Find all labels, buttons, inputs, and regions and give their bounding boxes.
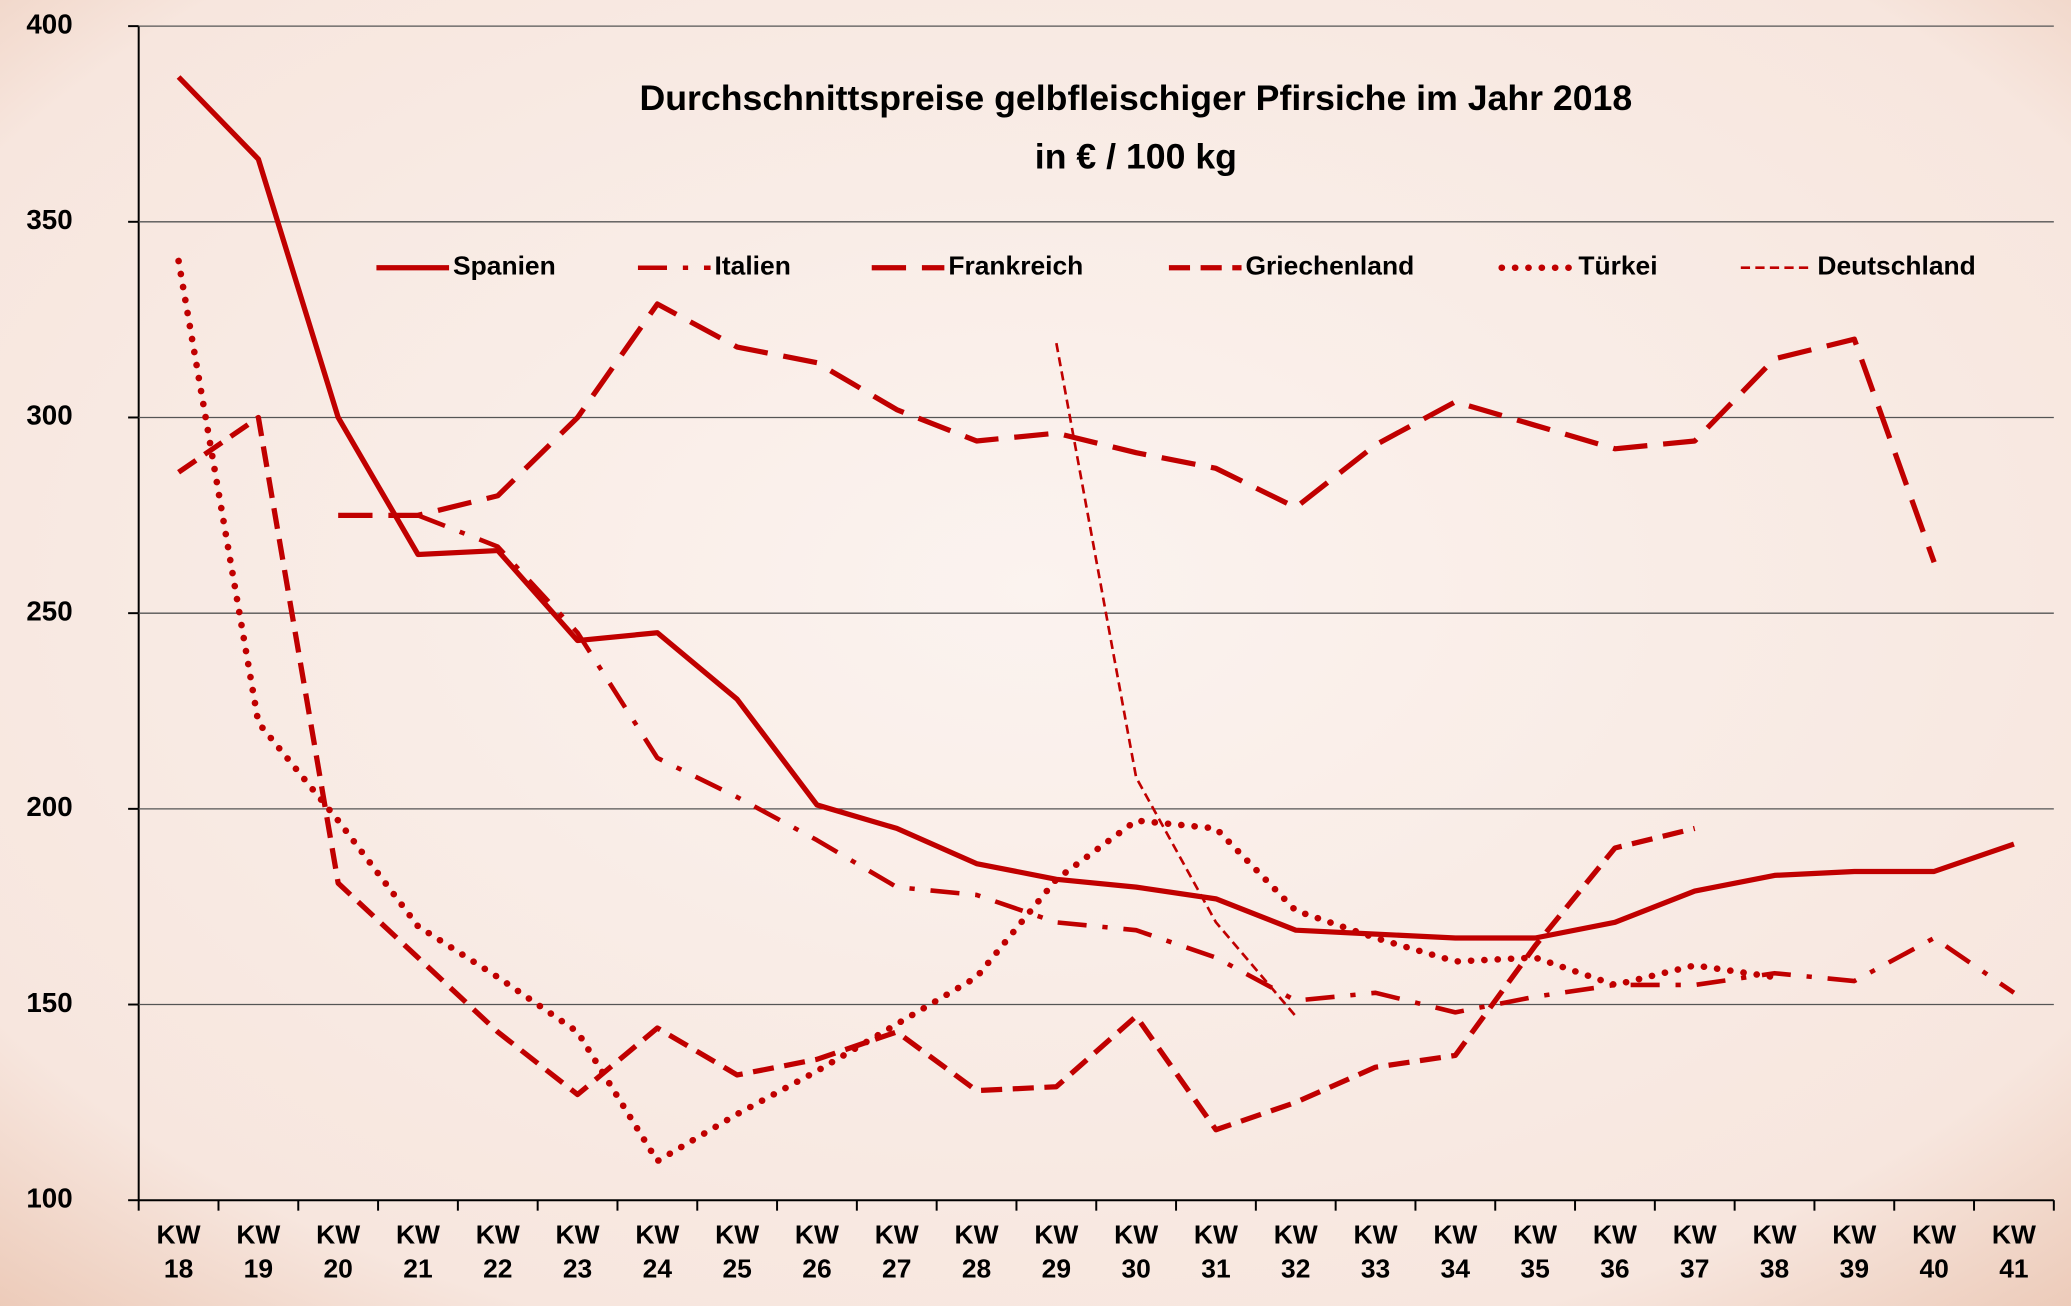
x-tick-label: KW 26 xyxy=(791,1218,844,1286)
legend-label: Deutschland xyxy=(1817,251,1975,281)
x-tick-label-box: KW 18 xyxy=(139,1218,218,1296)
x-tick-label: KW 32 xyxy=(1269,1218,1322,1286)
x-tick-label: KW 27 xyxy=(870,1218,923,1286)
x-tick-label: KW 39 xyxy=(1828,1218,1881,1286)
x-tick-label: KW 38 xyxy=(1748,1218,1801,1286)
chart: Durchschnittspreise gelbfleischiger Pfir… xyxy=(0,0,2071,1306)
x-tick-label: KW 33 xyxy=(1349,1218,1402,1286)
x-tick-label-box: KW 39 xyxy=(1815,1218,1894,1296)
x-tick-label-box: KW 22 xyxy=(458,1218,537,1296)
y-tick-label: 400 xyxy=(26,9,72,40)
x-tick-label-box: KW 37 xyxy=(1655,1218,1734,1296)
x-tick-label: KW 29 xyxy=(1030,1218,1083,1286)
x-tick-label: KW 41 xyxy=(1988,1218,2041,1286)
legend-label: Italien xyxy=(715,251,791,281)
legend-label: Griechenland xyxy=(1246,251,1415,281)
y-tick-label: 150 xyxy=(26,987,72,1018)
x-tick-label: KW 34 xyxy=(1429,1218,1482,1286)
y-tick-label: 200 xyxy=(26,791,72,822)
x-tick-label-box: KW 41 xyxy=(1974,1218,2053,1296)
y-tick-label: 100 xyxy=(26,1183,72,1214)
x-tick-label: KW 20 xyxy=(312,1218,365,1286)
x-tick-label-box: KW 36 xyxy=(1575,1218,1654,1296)
y-tick-label: 250 xyxy=(26,596,72,627)
background xyxy=(0,0,2071,1306)
x-tick-label: KW 21 xyxy=(392,1218,445,1286)
x-tick-label: KW 35 xyxy=(1509,1218,1562,1286)
x-tick-label: KW 30 xyxy=(1110,1218,1163,1286)
x-tick-label-box: KW 24 xyxy=(618,1218,697,1296)
x-tick-label-box: KW 32 xyxy=(1256,1218,1335,1296)
x-tick-label: KW 24 xyxy=(631,1218,684,1286)
legend-label: Frankreich xyxy=(948,251,1083,281)
x-tick-label: KW 31 xyxy=(1190,1218,1243,1286)
x-tick-label: KW 25 xyxy=(711,1218,764,1286)
x-tick-label: KW 37 xyxy=(1668,1218,1721,1286)
x-tick-label-box: KW 40 xyxy=(1895,1218,1974,1296)
x-tick-label-box: KW 35 xyxy=(1496,1218,1575,1296)
x-tick-label-box: KW 28 xyxy=(937,1218,1016,1296)
x-tick-label-box: KW 30 xyxy=(1097,1218,1176,1296)
x-tick-label-box: KW 33 xyxy=(1336,1218,1415,1296)
chart-subtitle: in € / 100 kg xyxy=(1035,137,1237,177)
x-tick-label-box: KW 34 xyxy=(1416,1218,1495,1296)
x-tick-label-box: KW 21 xyxy=(378,1218,457,1296)
x-tick-label: KW 28 xyxy=(950,1218,1003,1286)
chart-title: Durchschnittspreise gelbfleischiger Pfir… xyxy=(640,78,1633,118)
x-tick-label: KW 36 xyxy=(1589,1218,1642,1286)
x-tick-label: KW 18 xyxy=(152,1218,205,1286)
x-tick-label-box: KW 23 xyxy=(538,1218,617,1296)
x-tick-label-box: KW 29 xyxy=(1017,1218,1096,1296)
y-tick-label: 300 xyxy=(26,400,72,431)
x-tick-label-box: KW 31 xyxy=(1176,1218,1255,1296)
x-tick-label-box: KW 19 xyxy=(219,1218,298,1296)
x-tick-label: KW 23 xyxy=(551,1218,604,1286)
page: {"chart_data": {"type": "line", "title":… xyxy=(0,0,2071,1306)
legend-label: Spanien xyxy=(453,251,556,281)
x-tick-label: KW 40 xyxy=(1908,1218,1961,1286)
x-tick-label: KW 22 xyxy=(471,1218,524,1286)
x-tick-label-box: KW 26 xyxy=(777,1218,856,1296)
x-tick-label-box: KW 27 xyxy=(857,1218,936,1296)
x-tick-label-box: KW 38 xyxy=(1735,1218,1814,1296)
x-tick-label: KW 19 xyxy=(232,1218,285,1286)
x-tick-label-box: KW 25 xyxy=(698,1218,777,1296)
y-tick-label: 350 xyxy=(26,204,72,235)
x-tick-label-box: KW 20 xyxy=(299,1218,378,1296)
legend-label: Türkei xyxy=(1578,251,1657,281)
